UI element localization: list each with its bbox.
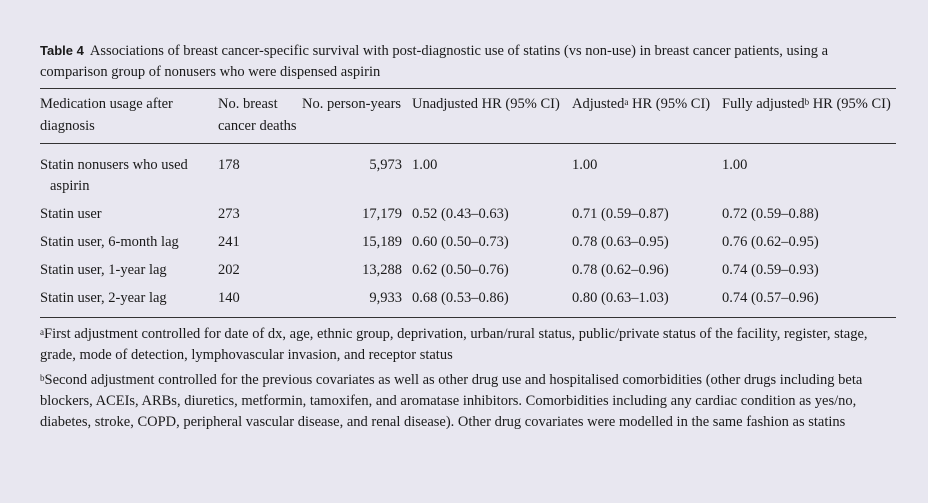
cell-person-years: 9,933 [369,290,402,306]
cell-person-years: 15,189 [362,234,402,250]
table-row: Statin nonusers who used aspirin 178 5,97… [40,144,896,204]
cell-fully-adjusted: 1.00 [722,157,748,173]
cell-fully-adjusted: 0.74 (0.57–0.96) [722,290,819,306]
cell-person-years: 17,179 [362,206,402,222]
cell-unadjusted: 1.00 [412,157,438,173]
table-document: Table 4 Associations of breast cancer-spe… [40,40,896,437]
cell-usage: Statin user, 2-year lag [40,290,167,306]
footnote-b-text: Second adjustment controlled for the pre… [40,372,863,430]
cell-deaths: 273 [218,206,240,222]
header-deaths: No. breast cancer deaths [218,96,297,134]
footnote-a: aFirst adjustment controlled for date of… [40,324,896,366]
cell-fully-adjusted: 0.72 (0.59–0.88) [722,206,819,222]
table-label: Table 4 [40,43,84,58]
header-medication-usage: Medication usage after diagnosis [40,96,173,134]
table-row: Statin user, 6-month lag 241 15,189 0.60… [40,232,896,260]
caption-text: Associations of breast cancer-specific s… [40,43,829,80]
cell-usage: Statin nonusers who used aspirin [40,157,188,194]
header-unadjusted-hr: Unadjusted HR (95% CI) [412,96,560,112]
cell-deaths: 178 [218,157,240,173]
table-caption: Table 4 Associations of breast cancer-spe… [40,40,896,83]
cell-unadjusted: 0.60 (0.50–0.73) [412,234,509,250]
statin-survival-table: Medication usage after diagnosis No. bre… [40,89,896,317]
cell-unadjusted: 0.52 (0.43–0.63) [412,206,509,222]
footnote-b: bSecond adjustment controlled for the pr… [40,370,896,433]
cell-usage: Statin user, 6-month lag [40,234,179,250]
cell-person-years: 13,288 [362,262,402,278]
footnote-a-text: First adjustment controlled for date of … [40,326,868,363]
cell-deaths: 241 [218,234,240,250]
footnote-mark-a: a [624,97,629,107]
cell-person-years: 5,973 [369,157,402,173]
cell-deaths: 202 [218,262,240,278]
footnote-b-mark: b [40,373,45,383]
cell-deaths: 140 [218,290,240,306]
cell-adjusted: 0.80 (0.63–1.03) [572,290,669,306]
cell-adjusted: 1.00 [572,157,598,173]
cell-unadjusted: 0.68 (0.53–0.86) [412,290,509,306]
header-person-years: No. person-years [302,96,402,112]
cell-adjusted: 0.78 (0.62–0.96) [572,262,669,278]
footnote-a-mark: a [40,327,44,337]
cell-adjusted: 0.71 (0.59–0.87) [572,206,669,222]
table-body: Statin nonusers who used aspirin 178 5,97… [40,144,896,317]
bottom-rule [40,317,896,318]
header-adjusted-hr: Adjusteda HR (95% CI) [572,96,711,112]
footnote-mark-b: b [804,97,810,107]
table-row: Statin user, 1-year lag 202 13,288 0.62 … [40,260,896,288]
table-row: Statin user 273 17,179 0.52 (0.43–0.63) … [40,204,896,232]
cell-usage: Statin user [40,206,102,222]
table-row: Statin user, 2-year lag 140 9,933 0.68 (… [40,288,896,317]
header-rule [40,143,896,144]
cell-adjusted: 0.78 (0.63–0.95) [572,234,669,250]
cell-fully-adjusted: 0.74 (0.59–0.93) [722,262,819,278]
header-fully-adjusted-hr: Fully adjustedb HR (95% CI) [722,96,891,112]
cell-usage: Statin user, 1-year lag [40,262,167,278]
cell-fully-adjusted: 0.76 (0.62–0.95) [722,234,819,250]
table-header: Medication usage after diagnosis No. bre… [40,89,896,144]
cell-unadjusted: 0.62 (0.50–0.76) [412,262,509,278]
footnotes: aFirst adjustment controlled for date of… [40,324,896,433]
top-rule [40,88,896,89]
